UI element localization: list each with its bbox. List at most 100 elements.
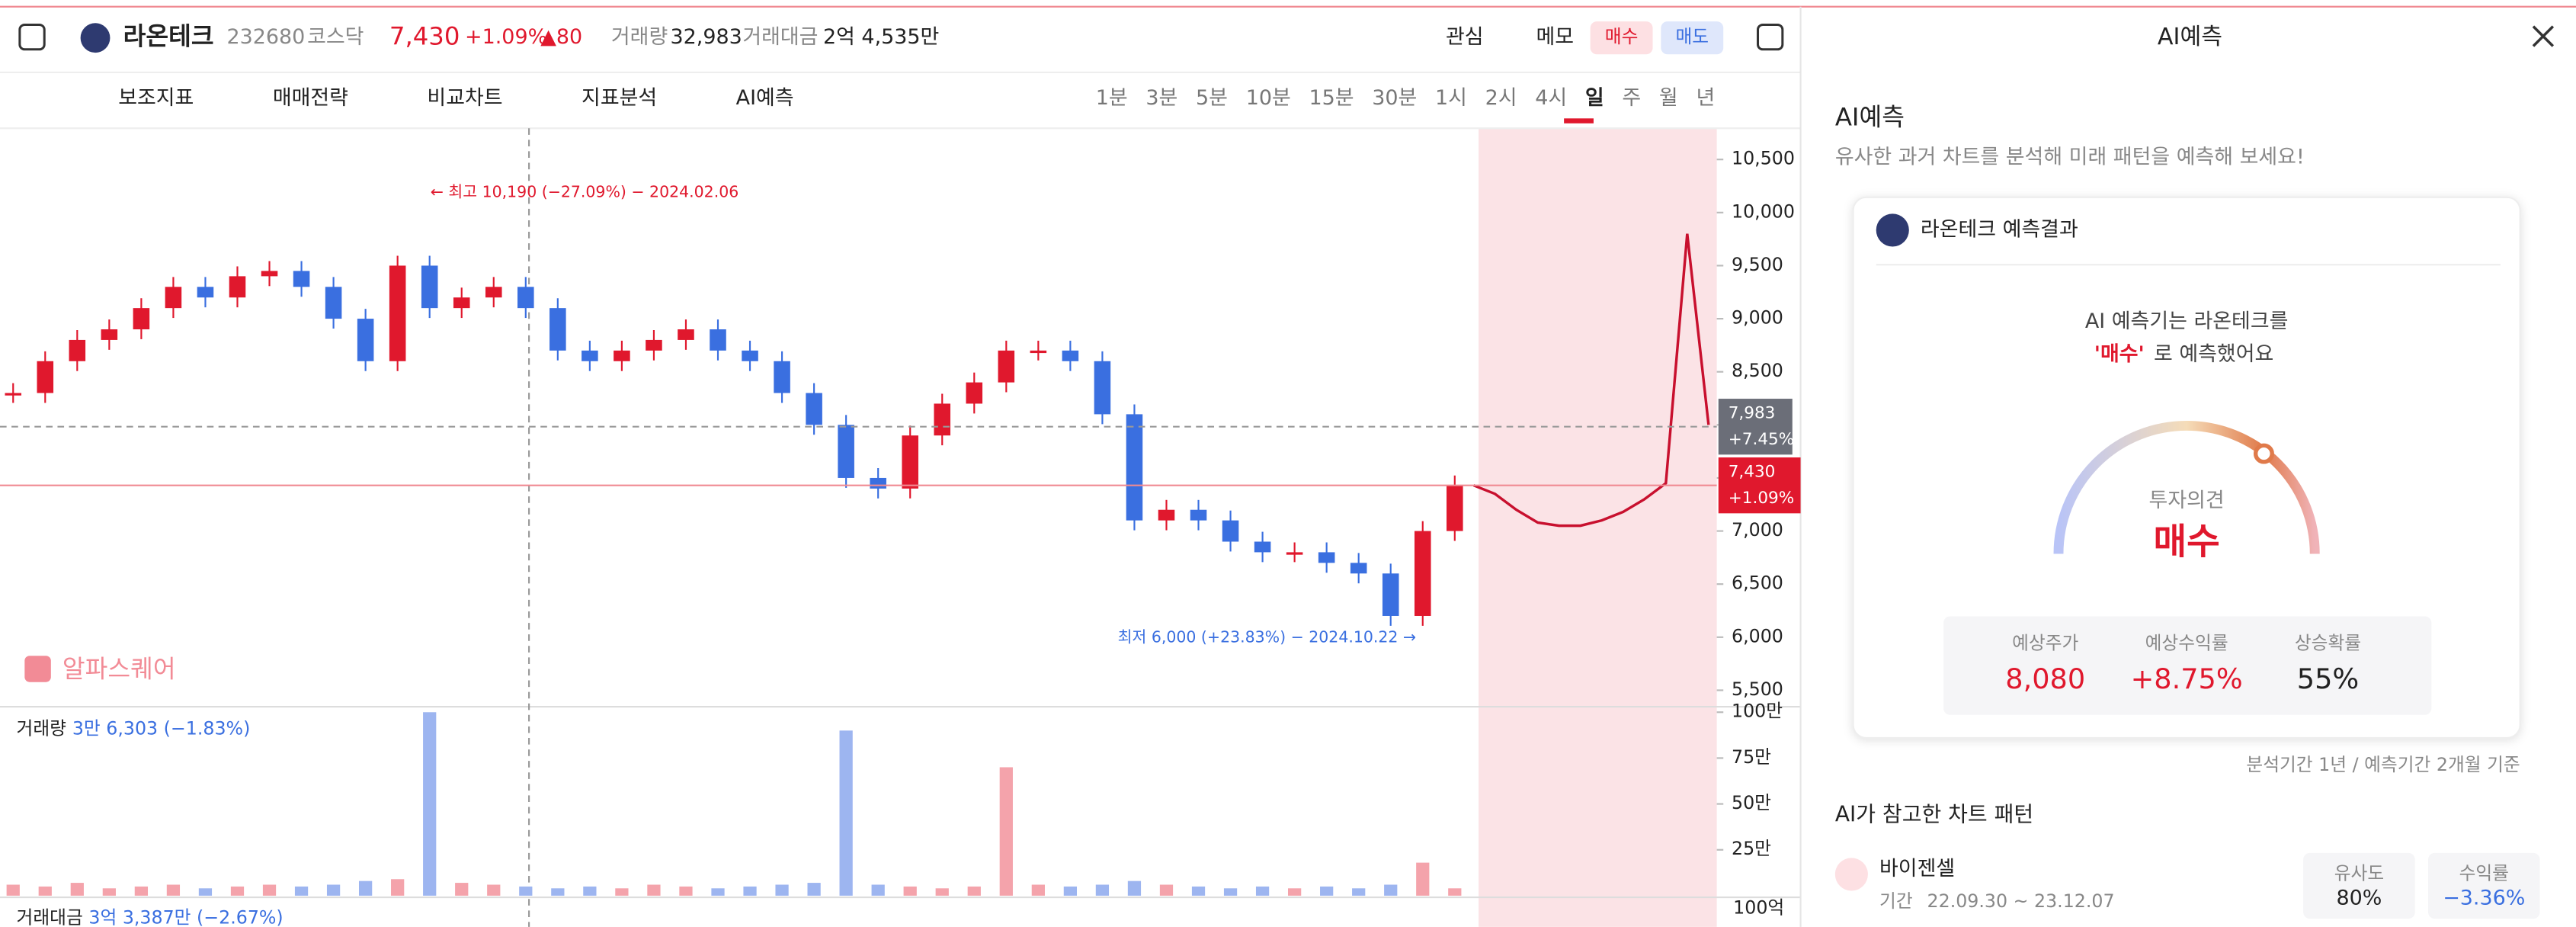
close-button[interactable] bbox=[2532, 25, 2555, 47]
candle bbox=[614, 350, 630, 361]
period-button[interactable]: 15분 bbox=[1309, 86, 1354, 110]
y-tick-label: 9,000 bbox=[1732, 307, 1783, 329]
candle bbox=[1030, 350, 1047, 354]
panel-heading: AI예측 bbox=[1835, 102, 1905, 131]
return-label: 수익률 bbox=[2459, 862, 2509, 884]
candle bbox=[485, 287, 502, 298]
candle bbox=[1094, 361, 1111, 415]
y-tick-label: 7,000 bbox=[1732, 519, 1783, 540]
y-tick-label: 6,000 bbox=[1732, 625, 1783, 646]
candle bbox=[710, 329, 726, 351]
volume-bar bbox=[70, 883, 84, 896]
y-tick-label: 10,000 bbox=[1732, 200, 1795, 222]
stat-value: 8,080 bbox=[2005, 662, 2085, 695]
tool-button[interactable]: 비교차트 bbox=[427, 86, 502, 110]
current-change: +1.09% bbox=[1729, 489, 1795, 508]
y-tick-label: 75만 bbox=[1732, 746, 1771, 768]
y-tick-label: 50만 bbox=[1732, 792, 1771, 813]
tool-button[interactable]: AI예측 bbox=[736, 86, 794, 110]
delta: ▲80 bbox=[540, 25, 582, 49]
volume-bar bbox=[134, 886, 149, 896]
tool-button[interactable]: 보조지표 bbox=[118, 86, 194, 110]
volume-bar bbox=[1127, 880, 1142, 896]
volume-bar bbox=[487, 884, 501, 896]
y-tick-label: 25만 bbox=[1732, 838, 1771, 859]
candle bbox=[1447, 485, 1463, 531]
volume-bar bbox=[839, 730, 853, 896]
volume-summary: 3만 6,303 (−1.83%) bbox=[72, 718, 250, 739]
volume-bar bbox=[423, 712, 437, 896]
candle bbox=[934, 403, 951, 436]
candle bbox=[517, 287, 534, 309]
candle bbox=[421, 265, 438, 309]
candle bbox=[806, 393, 822, 425]
gauge bbox=[2053, 421, 2320, 554]
result-card bbox=[1852, 196, 2521, 739]
price: 7,430 bbox=[389, 22, 460, 51]
volume-bar bbox=[775, 884, 789, 896]
candle bbox=[774, 361, 790, 393]
period-button[interactable]: 1분 bbox=[1096, 86, 1128, 110]
sell-button[interactable]: 매도 bbox=[1675, 26, 1709, 47]
candle bbox=[261, 271, 278, 277]
period-button[interactable]: 일 bbox=[1585, 86, 1604, 110]
similarity: 80% bbox=[2337, 887, 2382, 910]
amount-label: 거래대금 bbox=[742, 25, 818, 49]
period-button[interactable]: 5분 bbox=[1196, 86, 1228, 110]
buy-bg[interactable] bbox=[1590, 21, 1653, 55]
sell-bg[interactable] bbox=[1661, 21, 1724, 55]
stat-value: +8.75% bbox=[2131, 662, 2243, 695]
y-tick-label: 9,500 bbox=[1732, 254, 1783, 275]
volume-bar bbox=[1095, 884, 1110, 896]
stat-label: 상승확률 bbox=[2295, 633, 2361, 654]
candle bbox=[1318, 552, 1335, 563]
volume: 32,983 bbox=[670, 25, 742, 49]
y-tick-label: 10,500 bbox=[1732, 148, 1795, 169]
candle bbox=[838, 425, 854, 478]
stat-label: 예상주가 bbox=[2012, 633, 2078, 654]
current-box bbox=[1718, 457, 1801, 514]
volume-bar bbox=[38, 886, 52, 896]
period-button[interactable]: 주 bbox=[1622, 86, 1641, 110]
candle bbox=[678, 329, 694, 340]
volume-bar bbox=[807, 883, 821, 896]
period-label: 기간 bbox=[1879, 890, 1913, 912]
period-button[interactable]: 1시 bbox=[1435, 86, 1467, 110]
candle bbox=[902, 435, 918, 489]
volume-bar bbox=[1063, 886, 1078, 896]
patterns-title: AI가 참고한 차트 패턴 bbox=[1835, 801, 2033, 826]
candle bbox=[646, 339, 662, 351]
period-button[interactable]: 3분 bbox=[1145, 86, 1177, 110]
watch-button[interactable]: 관심 bbox=[1446, 25, 1484, 49]
period-button[interactable]: 년 bbox=[1696, 86, 1715, 110]
sidebar-button[interactable] bbox=[18, 23, 46, 51]
memo-button[interactable]: 메모 bbox=[1536, 25, 1574, 49]
period-button[interactable]: 2시 bbox=[1485, 86, 1517, 110]
candle bbox=[1158, 509, 1175, 521]
tool-button[interactable]: 지표분석 bbox=[582, 86, 657, 110]
period-button[interactable]: 10분 bbox=[1246, 86, 1291, 110]
volume-bar bbox=[1320, 886, 1334, 896]
volume-bar bbox=[262, 884, 277, 896]
volume-bar bbox=[1288, 888, 1302, 896]
period: 22.09.30 ~ 23.12.07 bbox=[1927, 890, 2115, 912]
period-button[interactable]: 4시 bbox=[1535, 86, 1567, 110]
candle bbox=[1350, 563, 1367, 574]
volume-bar bbox=[198, 888, 213, 896]
period-button[interactable]: 월 bbox=[1659, 86, 1678, 110]
volume-bar bbox=[1448, 888, 1462, 896]
volume-bar bbox=[711, 888, 725, 896]
period-button[interactable]: 30분 bbox=[1372, 86, 1417, 110]
stats-box bbox=[1943, 616, 2432, 715]
buy-button[interactable]: 매수 bbox=[1605, 26, 1639, 47]
candle bbox=[582, 350, 598, 361]
candle bbox=[5, 393, 22, 396]
tool-button[interactable]: 매매전략 bbox=[273, 86, 348, 110]
volume-bar bbox=[359, 880, 373, 896]
basis: 분석기간 1년 / 예측기간 2개월 기준 bbox=[2246, 754, 2520, 775]
panel-toggle[interactable] bbox=[1756, 23, 1784, 51]
volume-bar bbox=[615, 888, 629, 896]
stat-label: 예상수익률 bbox=[2145, 633, 2228, 654]
code: 232680 bbox=[226, 25, 305, 49]
forecast-zone bbox=[1479, 128, 1717, 927]
